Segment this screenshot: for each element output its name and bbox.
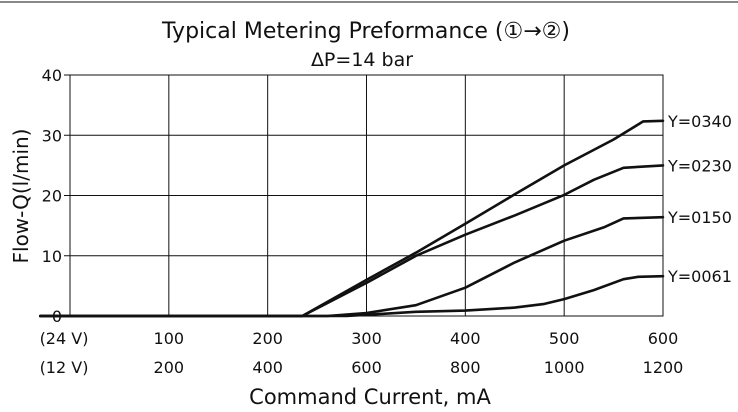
- x-tick-label-12v: 800: [450, 358, 481, 377]
- x-tick-label-12v: 1200: [643, 358, 684, 377]
- series-label: Y=0061: [667, 267, 732, 286]
- chart-subtitle: ΔP=14 bar: [311, 49, 413, 71]
- x-axis-24v-name: (24 V): [40, 329, 89, 348]
- series-layer: [39, 119, 665, 318]
- y-axis-label: Flow-Q(l/min): [9, 129, 33, 264]
- x-tick-label-12v: 600: [351, 358, 382, 377]
- x-tick-label-24v: 100: [154, 329, 185, 348]
- x-axis-label: Command Current, mA: [249, 385, 491, 409]
- x-axis-12v-name: (12 V): [40, 358, 89, 377]
- series-line: [39, 215, 665, 318]
- series-line: [39, 164, 665, 318]
- series-line: [39, 274, 665, 318]
- x-tick-label-12v: 400: [252, 358, 283, 377]
- chart-title: Typical Metering Preformance (①→②): [161, 19, 570, 44]
- x-tick-label-24v: 500: [549, 329, 580, 348]
- grid-layer: [64, 74, 664, 317]
- x-tick-label-24v: 400: [450, 329, 481, 348]
- x-tick-label-12v: 1000: [544, 358, 585, 377]
- series-label-layer: Y=0340 Y=0230 Y=0150 Y=0061: [667, 112, 732, 286]
- series-label: Y=0340: [667, 112, 732, 131]
- x-tick-label-24v: 300: [351, 329, 382, 348]
- series-line: [39, 119, 665, 318]
- y-tick-label: 30: [42, 126, 62, 145]
- x-tick-label-24v: 600: [648, 329, 679, 348]
- y-tick-label: 40: [42, 66, 62, 85]
- y-tick-label: 10: [42, 247, 62, 266]
- series-label: Y=0150: [667, 208, 732, 227]
- series-label: Y=0230: [667, 156, 732, 175]
- x-tick-label-24v: 200: [252, 329, 283, 348]
- y-tick-label: 20: [42, 187, 62, 206]
- x-tick-label-12v: 200: [154, 358, 185, 377]
